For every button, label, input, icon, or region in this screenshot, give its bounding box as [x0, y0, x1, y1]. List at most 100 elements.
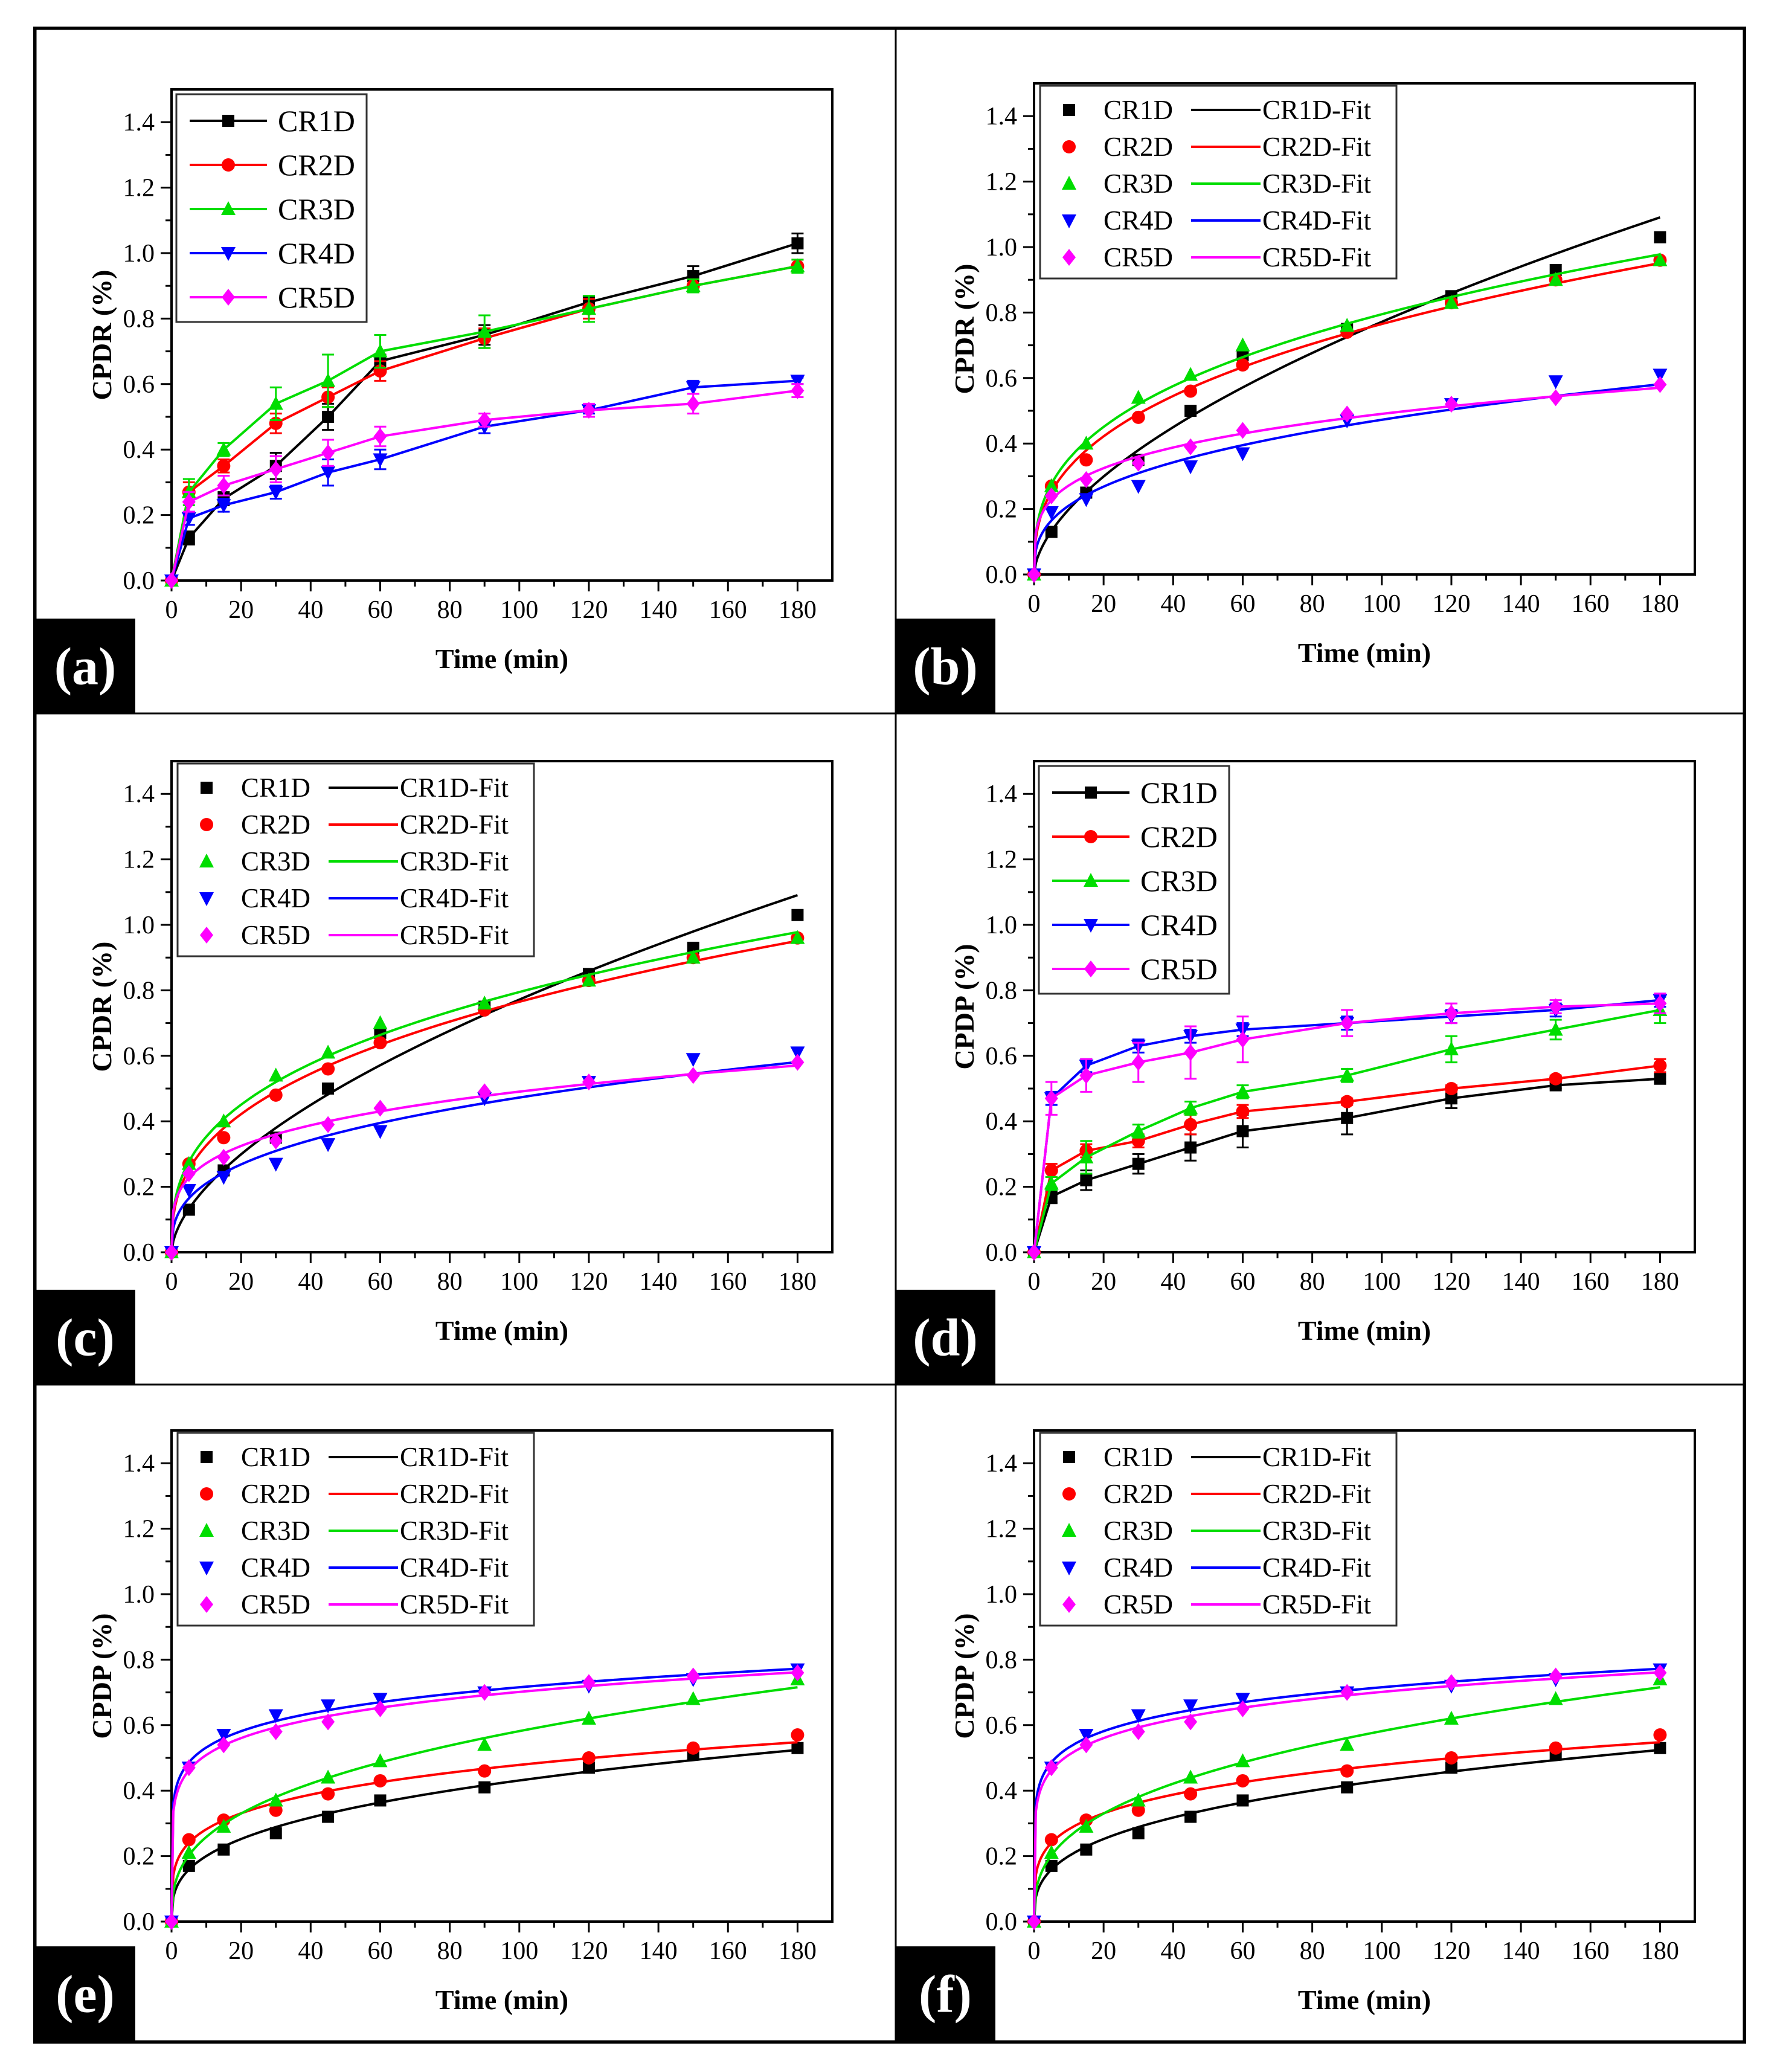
x-tick-label: 140: [640, 596, 678, 624]
panel-a: 0.0 0.2 0.4 0.6 0.8 1.0 1.2 1.4 0 20 40 60 80 100 120 1…: [34, 28, 897, 715]
data-point: [1079, 1729, 1094, 1743]
legend-fit-label: CR1D-Fit: [400, 773, 509, 803]
data-point: [1183, 367, 1198, 381]
data-point: [1235, 1693, 1250, 1707]
data-point: [1340, 318, 1355, 332]
legend-entry: CR1D: [190, 104, 355, 138]
legend-marker: [199, 1562, 214, 1575]
data-point: [1236, 1794, 1249, 1807]
data-point: [686, 278, 701, 292]
x-tick-label: 120: [570, 1268, 608, 1296]
data-point: [1341, 1112, 1354, 1124]
legend-label: CR5D: [241, 1589, 310, 1620]
data-point: [1236, 1700, 1250, 1717]
legend-entry: CR2D: [190, 148, 355, 182]
legend-entry: CR3D CR3D-Fit: [1062, 169, 1372, 199]
data-point: [216, 1818, 231, 1833]
data-point: [216, 1171, 231, 1185]
legend-marker: [1062, 140, 1076, 153]
panel-border: [895, 712, 1745, 1386]
data-point: [790, 930, 805, 944]
legend-fit-label: CR3D-Fit: [1262, 1516, 1372, 1546]
legend-entry: CR1D CR1D-Fit: [201, 773, 509, 803]
data-point: [322, 1083, 335, 1095]
x-tick-label: 40: [298, 596, 323, 624]
data-point: [216, 442, 231, 456]
fit-curve: [1033, 253, 1660, 575]
data-point: [477, 324, 492, 338]
plot-frame: [170, 760, 834, 1253]
y-tick-label: 1.0: [123, 912, 155, 939]
legend-entry: CR4D: [1052, 908, 1218, 942]
data-point: [790, 375, 805, 389]
data-point: [1235, 447, 1250, 462]
legend-label: CR1D: [241, 773, 310, 803]
series-cr2d: [1027, 1728, 1667, 1928]
legend-marker: [1084, 830, 1097, 843]
data-point: [268, 396, 283, 410]
fit-curve: [170, 1686, 798, 1922]
y-tick-label: 1.4: [123, 780, 155, 808]
data-point: [1131, 1803, 1145, 1817]
data-point: [1184, 1044, 1198, 1061]
data-point: [1341, 1781, 1354, 1794]
legend-fit-label: CR3D-Fit: [400, 1516, 509, 1546]
figure-border: [33, 27, 1746, 2044]
series-line: [1033, 1077, 1660, 1253]
legend-label: CR4D: [1104, 205, 1173, 236]
legend-marker: [200, 927, 213, 944]
legend-box: [176, 762, 535, 957]
fit-curve: [1033, 262, 1660, 575]
data-point: [1653, 376, 1667, 393]
data-point: [1183, 460, 1198, 475]
data-point: [1131, 1709, 1146, 1723]
legend-fit-label: CR4D-Fit: [1262, 1552, 1372, 1583]
data-point: [1183, 1769, 1198, 1784]
y-tick-label: 1.2: [123, 846, 155, 874]
data-point: [791, 1664, 805, 1682]
x-tick-label: 60: [367, 596, 393, 624]
data-point: [686, 1691, 701, 1705]
data-point: [1549, 389, 1563, 407]
data-point: [269, 1132, 283, 1150]
panel-b: 0.0 0.2 0.4 0.6 0.8 1.0 1.2 1.4 0 20 40 60 80 100 120 1…: [895, 28, 1745, 715]
y-tick-label: 0.4: [986, 430, 1018, 458]
series-cr5d: [165, 1054, 805, 1261]
data-point: [373, 1753, 388, 1768]
data-point: [1549, 1667, 1563, 1685]
legend-marker: [1084, 873, 1098, 887]
x-axis-title: Time (min): [1298, 1984, 1431, 2015]
data-point: [1183, 1699, 1198, 1714]
data-point: [1340, 1095, 1354, 1108]
fit-curve: [1033, 1748, 1660, 1922]
data-point: [1340, 1737, 1355, 1751]
legend-label: CR5D: [1104, 242, 1173, 272]
data-point: [217, 1736, 231, 1754]
data-point: [1548, 375, 1563, 390]
legend-fit-label: CR2D-Fit: [1262, 1479, 1372, 1509]
data-point: [182, 1759, 196, 1777]
data-point: [582, 402, 596, 419]
panel-label-text: (c): [56, 1309, 115, 1368]
legend-label: CR2D: [1140, 820, 1218, 854]
data-point: [1236, 358, 1250, 372]
series-cr3d: [1027, 1671, 1668, 1928]
data-point: [478, 1764, 492, 1778]
y-tick-label: 1.0: [986, 912, 1018, 939]
legend-entry: CR3D: [1052, 864, 1218, 898]
x-tick-label: 20: [1091, 1268, 1116, 1296]
data-point: [1549, 1741, 1563, 1755]
series-cr2d: [1027, 1058, 1667, 1259]
y-tick-label: 0.4: [123, 1777, 155, 1805]
data-point: [791, 909, 804, 921]
x-axis-title: Time (min): [1298, 1315, 1431, 1346]
data-point: [1236, 1125, 1249, 1137]
data-point: [269, 1088, 283, 1102]
data-point: [321, 1713, 335, 1731]
x-axis-title: Time (min): [435, 1984, 568, 2015]
legend-label: CR1D: [278, 104, 355, 138]
legend-box: [175, 93, 368, 323]
legend-marker: [221, 201, 236, 215]
legend-marker: [1063, 1451, 1075, 1463]
legend-marker: [199, 892, 214, 906]
